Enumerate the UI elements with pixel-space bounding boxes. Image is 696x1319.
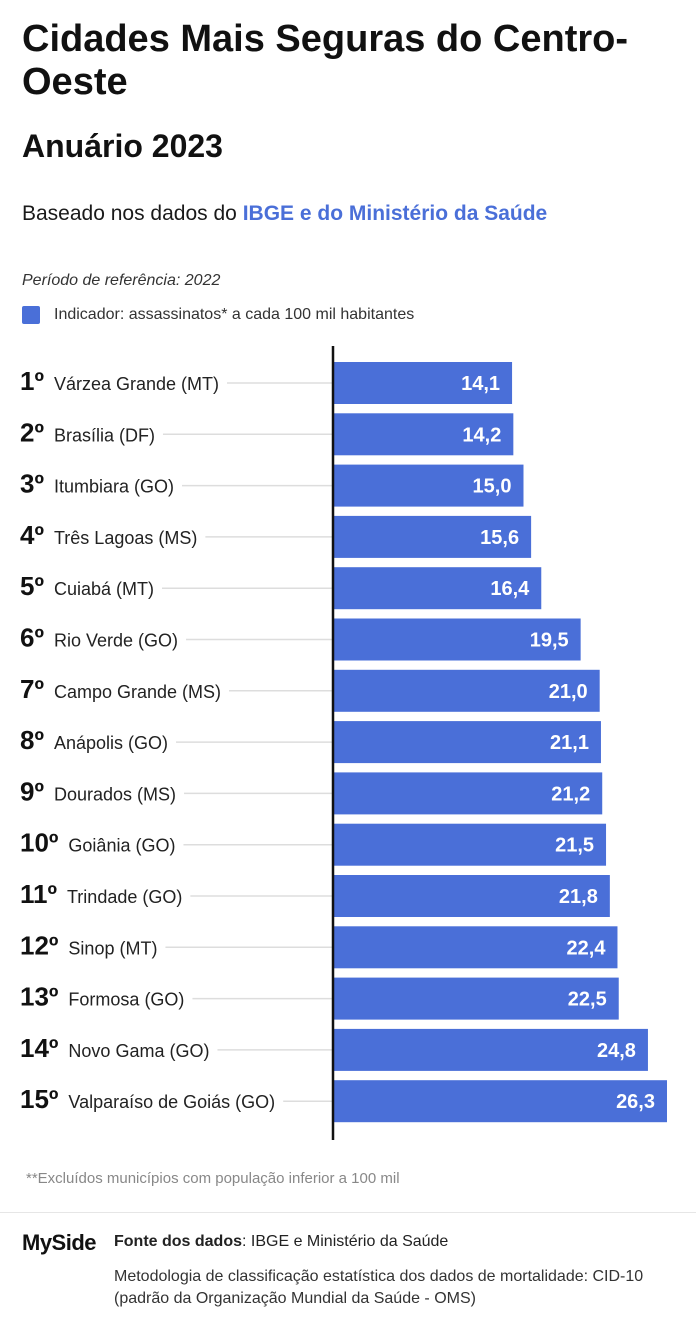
city-label: 8º Anápolis (GO)	[20, 725, 168, 755]
value-label: 21,0	[549, 681, 588, 703]
rank-label: 8º	[20, 725, 44, 755]
bar	[333, 464, 524, 507]
rank-label: 2º	[20, 417, 44, 447]
data-basis-prefix: Baseado nos dados do	[22, 202, 243, 225]
bar	[333, 567, 542, 610]
chart-subtitle: Anuário 2023	[22, 128, 223, 164]
rank-label: 11º	[20, 879, 57, 909]
city-label: 3º Itumbiara (GO)	[20, 469, 174, 499]
value-label: 15,0	[473, 476, 512, 498]
rank-label: 5º	[20, 571, 44, 601]
city-name: Brasília (DF)	[54, 425, 155, 445]
city-name: Três Lagoas (MS)	[54, 528, 197, 548]
rank-label: 4º	[20, 520, 44, 550]
city-label: 6º Rio Verde (GO)	[20, 623, 178, 653]
data-source-label: Fonte dos dados	[114, 1233, 242, 1250]
rank-label: 15º	[20, 1084, 59, 1114]
value-label: 15,6	[480, 527, 519, 549]
city-label: 5º Cuiabá (MT)	[20, 571, 154, 601]
bar	[333, 413, 514, 456]
bar	[333, 721, 601, 764]
rank-label: 6º	[20, 623, 44, 653]
city-label: 7º Campo Grande (MS)	[20, 674, 221, 704]
chart-title: Cidades Mais Seguras do Centro-Oeste	[22, 18, 629, 103]
value-label: 21,1	[550, 732, 589, 754]
city-name: Anápolis (GO)	[54, 733, 168, 753]
value-label: 26,3	[616, 1091, 655, 1113]
legend: Indicador: assassinatos* a cada 100 mil …	[22, 306, 414, 324]
city-name: Campo Grande (MS)	[54, 682, 221, 702]
city-name: Novo Gama (GO)	[68, 1041, 209, 1061]
legend-swatch	[22, 306, 40, 324]
city-label: 15º Valparaíso de Goiás (GO)	[20, 1084, 275, 1114]
footer-divider	[0, 1212, 696, 1213]
value-label: 16,4	[490, 578, 530, 600]
city-label: 9º Dourados (MS)	[20, 776, 176, 806]
data-source-text: : IBGE e Ministério da Saúde	[242, 1233, 449, 1250]
city-label: 10º Goiânia (GO)	[20, 828, 175, 858]
rank-label: 1º	[20, 366, 44, 396]
bar	[333, 1080, 667, 1123]
value-label: 21,5	[555, 835, 594, 857]
rank-label: 7º	[20, 674, 44, 704]
bar	[333, 823, 607, 866]
city-name: Várzea Grande (MT)	[54, 374, 219, 394]
value-label: 14,1	[461, 373, 500, 395]
bar	[333, 515, 532, 558]
value-label: 22,5	[568, 989, 607, 1011]
city-label: 1º Várzea Grande (MT)	[20, 366, 219, 396]
footnote: **Excluídos municípios com população inf…	[26, 1170, 400, 1187]
bar	[333, 772, 603, 815]
city-name: Trindade (GO)	[67, 887, 182, 907]
data-basis-highlight: IBGE e do Ministério da Saúde	[242, 202, 548, 225]
rank-label: 14º	[20, 1033, 59, 1063]
city-name: Formosa (GO)	[68, 990, 184, 1010]
city-name: Cuiabá (MT)	[54, 579, 154, 599]
rank-label: 9º	[20, 776, 44, 806]
legend-label: Indicador: assassinatos* a cada 100 mil …	[54, 306, 415, 323]
value-label: 24,8	[597, 1040, 636, 1062]
bar	[333, 1028, 648, 1071]
city-label: 11º Trindade (GO)	[20, 879, 182, 909]
value-label: 22,4	[567, 937, 607, 959]
myside-logo: MySide	[22, 1230, 97, 1255]
city-label: 4º Três Lagoas (MS)	[20, 520, 197, 550]
bar	[333, 875, 610, 917]
city-label: 14º Novo Gama (GO)	[20, 1033, 209, 1063]
value-label: 21,2	[551, 783, 590, 805]
city-name: Rio Verde (GO)	[54, 631, 178, 651]
city-label: 12º Sinop (MT)	[20, 930, 157, 960]
data-source: Fonte dos dados: IBGE e Ministério da Sa…	[114, 1233, 448, 1251]
bar	[333, 669, 600, 712]
bar	[333, 362, 513, 404]
rank-label: 10º	[20, 828, 59, 858]
value-label: 19,5	[530, 630, 569, 652]
bar	[333, 926, 618, 969]
reference-period: Período de referência: 2022	[22, 272, 221, 289]
city-label: 13º Formosa (GO)	[20, 982, 184, 1012]
bar	[333, 977, 619, 1020]
bar	[333, 618, 581, 661]
bar-chart: 1º Várzea Grande (MT) 14,1 2º Brasília (DF) 1…	[20, 346, 667, 1140]
city-name: Itumbiara (GO)	[54, 477, 174, 497]
rank-label: 12º	[20, 930, 59, 960]
methodology-note: Metodologia de classificação estatística…	[114, 1268, 644, 1307]
city-label: 2º Brasília (DF)	[20, 417, 155, 447]
city-name: Goiânia (GO)	[68, 836, 175, 856]
city-name: Dourados (MS)	[54, 784, 176, 804]
city-name: Valparaíso de Goiás (GO)	[68, 1092, 275, 1112]
value-label: 14,2	[462, 424, 501, 446]
value-label: 21,8	[559, 886, 598, 908]
city-name: Sinop (MT)	[68, 938, 157, 958]
rank-label: 3º	[20, 469, 44, 499]
rank-label: 13º	[20, 982, 59, 1012]
data-basis-text: Baseado nos dados do IBGE e do Ministéri…	[22, 202, 547, 226]
